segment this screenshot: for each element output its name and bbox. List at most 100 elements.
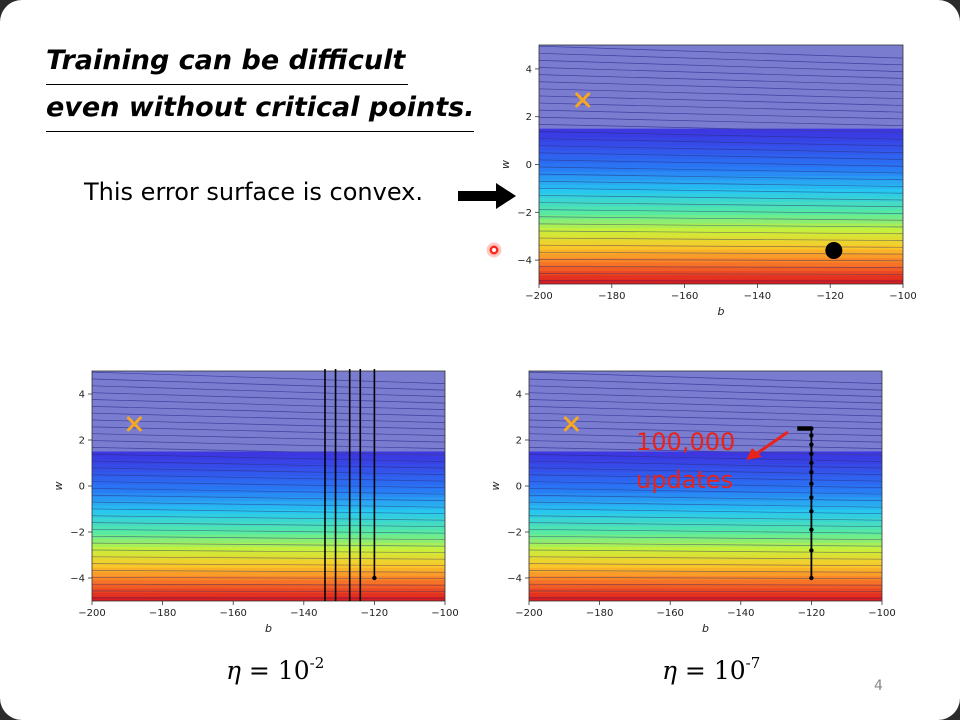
x-tick-label: −140	[727, 608, 754, 619]
contour-line	[529, 426, 882, 437]
contour-line	[92, 583, 445, 586]
surface-band	[539, 245, 903, 251]
contour-line	[539, 237, 903, 241]
trajectory-point	[809, 442, 814, 447]
surface-band	[539, 154, 903, 160]
title-line-2: even without critical points.	[46, 85, 475, 132]
x-tick-label: −160	[219, 608, 246, 619]
contour-line	[529, 453, 882, 463]
surface-band	[92, 538, 445, 544]
contour-line	[529, 433, 882, 443]
contour-line	[539, 81, 903, 93]
contour-line	[539, 116, 903, 127]
surface-band	[539, 137, 903, 143]
surface-band	[539, 271, 903, 276]
surface-band	[92, 484, 445, 490]
contour-line	[529, 419, 882, 430]
contour-line	[539, 187, 903, 194]
contour-line	[92, 570, 445, 573]
y-tick-label: 2	[516, 436, 522, 447]
surface-band	[539, 189, 903, 194]
surface-band	[92, 468, 445, 473]
x-tick-label: −120	[798, 608, 825, 619]
trajectory-point	[809, 575, 814, 581]
contour-line	[539, 67, 903, 79]
page-number: 4	[874, 678, 883, 694]
contour-line	[539, 180, 903, 187]
surface-band	[92, 542, 445, 548]
y-tick-label: 2	[526, 112, 532, 123]
laser-pointer-icon	[486, 242, 502, 258]
surface-band	[529, 580, 882, 585]
surface-band	[92, 580, 445, 585]
x-marker-icon	[563, 416, 579, 432]
contour-line	[539, 230, 903, 235]
contour-line	[529, 590, 882, 593]
contour-line	[539, 45, 903, 59]
y-tick-label: −2	[517, 208, 532, 219]
surface-band	[92, 472, 445, 478]
contour-line	[539, 102, 903, 113]
contour-line	[92, 501, 445, 508]
surface-band	[539, 253, 903, 259]
surface-band	[539, 240, 903, 246]
surface-band	[539, 145, 903, 151]
contour-line	[539, 138, 903, 147]
contour-line	[529, 542, 882, 547]
x-tick-label: −200	[515, 608, 542, 619]
contour-plot-eta-large: −200 −180 −160 −140 −120 −100 −4 −2 0 2 4 b w	[52, 369, 459, 635]
surface-band	[529, 501, 882, 507]
contour-line	[92, 371, 445, 384]
x-marker-icon	[126, 416, 142, 432]
y-axis-label: w	[489, 482, 502, 491]
x-tick-label: −140	[290, 608, 317, 619]
contour-line	[539, 273, 903, 275]
contour-line	[539, 74, 903, 86]
contour-line	[529, 529, 882, 534]
surface-band	[92, 517, 445, 523]
surface-band	[92, 596, 445, 601]
surface-band	[539, 262, 903, 268]
contour-plot-eta-small: −200 −180 −160 −140 −120 −100 −4 −2 0 2 4 b w 100,000…	[489, 370, 896, 635]
x-marker-icon	[575, 92, 591, 108]
surface-band	[529, 517, 882, 523]
y-tick-label: 4	[79, 390, 85, 401]
surface-band	[539, 223, 903, 229]
contour-line	[529, 501, 882, 508]
y-tick-label: 4	[516, 390, 522, 401]
contour-line	[539, 244, 903, 248]
contour-line	[92, 542, 445, 547]
contour-line	[539, 166, 903, 174]
contour-line	[529, 405, 882, 417]
surface-band	[539, 163, 903, 169]
x-axis-label: b	[718, 305, 725, 318]
contour-line	[529, 515, 882, 521]
surface-band	[92, 476, 445, 482]
x-tick-label: −200	[525, 291, 552, 302]
contour-line	[92, 419, 445, 430]
slide-title: Training can be difficult even without c…	[46, 38, 475, 132]
surface-band	[539, 150, 903, 156]
surface-band	[92, 567, 445, 573]
surface-band	[529, 592, 882, 598]
y-tick-label: 0	[79, 482, 85, 493]
surface-band	[529, 476, 882, 482]
trajectory-point	[809, 433, 814, 438]
contour-line	[529, 576, 882, 580]
surface-band	[539, 275, 903, 281]
trajectory-point	[809, 548, 814, 553]
x-tick-label: −180	[598, 291, 625, 302]
contour-line	[92, 440, 445, 450]
y-tick-label: −2	[70, 528, 85, 539]
surface-band	[92, 588, 445, 594]
contour-line	[529, 385, 882, 398]
trajectory-point	[809, 527, 814, 532]
surface-band	[529, 459, 882, 465]
contour-line	[539, 195, 903, 201]
surface-band	[539, 184, 903, 190]
contour-line	[529, 371, 882, 384]
surface-band	[92, 459, 445, 465]
surface-band	[92, 584, 445, 590]
surface-band	[92, 493, 445, 498]
